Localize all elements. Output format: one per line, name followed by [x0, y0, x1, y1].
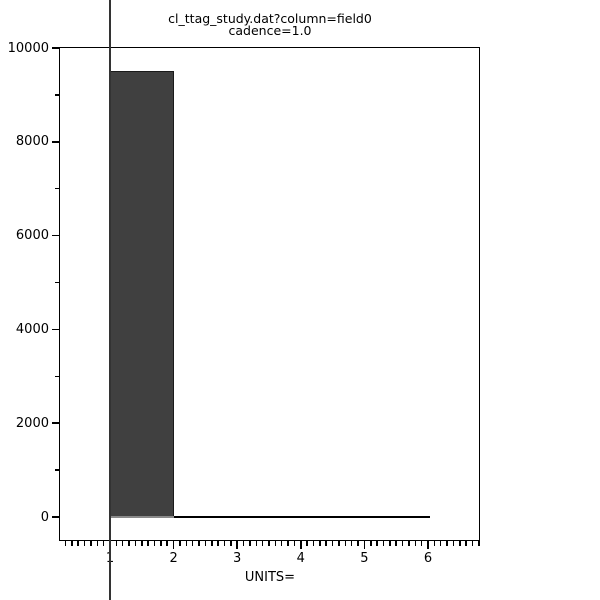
x-minor-tick: [370, 541, 372, 546]
x-minor-tick: [274, 541, 277, 546]
x-minor-tick: [452, 541, 455, 546]
chart-title-line1: cl_ttag_study.dat?column=field0: [168, 11, 372, 26]
x-minor-tick: [459, 541, 461, 546]
x-minor-tick: [160, 541, 162, 546]
x-tick-label: 3: [233, 550, 242, 566]
x-minor-tick: [211, 541, 213, 546]
chart-title: cl_ttag_study.dat?column=field0 cadence=…: [70, 11, 470, 38]
x-minor-tick: [433, 541, 436, 546]
x-minor-tick: [414, 541, 417, 546]
x-minor-tick: [96, 541, 99, 546]
x-minor-tick: [465, 541, 467, 546]
x-minor-tick: [223, 541, 226, 546]
x-minor-tick: [77, 541, 79, 546]
y-tick-label: 10000: [7, 40, 49, 56]
x-minor-tick: [350, 541, 353, 546]
x-minor-tick: [420, 541, 423, 546]
cursor-crosshair-line[interactable]: [109, 0, 111, 600]
x-minor-tick: [478, 541, 480, 546]
histogram-bar: [110, 70, 174, 517]
x-minor-tick: [204, 541, 207, 546]
y-tick-label: 0: [40, 509, 49, 525]
x-minor-tick: [185, 541, 188, 546]
x-minor-tick: [439, 541, 442, 546]
x-minor-tick: [121, 541, 124, 546]
x-minor-tick: [338, 541, 340, 546]
x-tick-label: 4: [296, 550, 305, 566]
x-minor-tick: [446, 541, 448, 546]
x-minor-tick: [319, 541, 321, 546]
x-minor-tick: [115, 541, 118, 546]
zero-count-line: [173, 515, 430, 518]
x-minor-tick: [90, 541, 92, 546]
y-major-tick: [51, 141, 60, 143]
x-minor-tick: [166, 541, 168, 546]
x-minor-tick: [64, 541, 67, 546]
y-tick-label: 8000: [15, 134, 49, 150]
y-major-tick: [51, 422, 60, 424]
x-minor-tick: [325, 541, 327, 546]
x-minor-tick: [357, 541, 359, 546]
x-minor-tick: [268, 541, 270, 546]
x-minor-tick: [147, 541, 149, 546]
x-minor-tick: [293, 541, 296, 546]
x-minor-tick: [153, 541, 156, 546]
y-major-tick: [51, 516, 60, 518]
x-minor-tick: [344, 541, 347, 546]
y-tick-label: 4000: [15, 321, 49, 337]
x-minor-tick: [217, 541, 219, 546]
x-axis-label: UNITS=: [244, 570, 296, 585]
x-minor-tick: [191, 541, 194, 546]
x-minor-tick: [331, 541, 334, 546]
x-minor-tick: [255, 541, 258, 546]
x-minor-tick: [198, 541, 200, 546]
plot-area[interactable]: [59, 47, 480, 541]
x-minor-tick: [179, 541, 181, 546]
x-minor-tick: [395, 541, 397, 546]
x-minor-tick: [471, 541, 474, 546]
x-minor-tick: [408, 541, 410, 546]
x-major-tick: [172, 541, 175, 549]
x-minor-tick: [71, 541, 73, 546]
x-minor-tick: [382, 541, 385, 546]
x-minor-tick: [389, 541, 391, 546]
chart-title-line2: cadence=1.0: [228, 23, 312, 38]
y-minor-tick: [55, 187, 60, 190]
x-minor-tick: [134, 541, 137, 546]
x-tick-label: 2: [169, 550, 178, 566]
y-minor-tick: [55, 469, 60, 471]
x-minor-tick: [287, 541, 289, 546]
x-major-tick: [427, 541, 429, 549]
x-minor-tick: [230, 541, 232, 546]
x-minor-tick: [249, 541, 251, 546]
x-minor-tick: [83, 541, 86, 546]
x-major-tick: [236, 541, 238, 549]
y-tick-label: 6000: [15, 228, 49, 244]
y-minor-tick: [55, 281, 60, 284]
x-minor-tick: [102, 541, 105, 546]
x-minor-tick: [242, 541, 245, 546]
x-minor-tick: [376, 541, 378, 546]
y-major-tick: [51, 328, 60, 331]
x-minor-tick: [306, 541, 308, 546]
x-major-tick: [363, 541, 366, 549]
x-tick-label: 6: [423, 550, 433, 566]
x-minor-tick: [401, 541, 404, 546]
x-minor-tick: [128, 541, 130, 546]
x-minor-tick: [280, 541, 283, 546]
x-minor-tick: [141, 541, 143, 546]
y-major-tick: [51, 234, 60, 237]
y-tick-label: 2000: [15, 415, 49, 431]
y-minor-tick: [55, 375, 60, 378]
x-major-tick: [300, 541, 302, 549]
x-minor-tick: [312, 541, 315, 546]
y-minor-tick: [55, 94, 60, 96]
x-tick-label: 5: [360, 550, 369, 566]
y-major-tick: [51, 47, 60, 49]
zero-baseline-under-bar: [110, 516, 174, 518]
x-minor-tick: [261, 541, 264, 546]
